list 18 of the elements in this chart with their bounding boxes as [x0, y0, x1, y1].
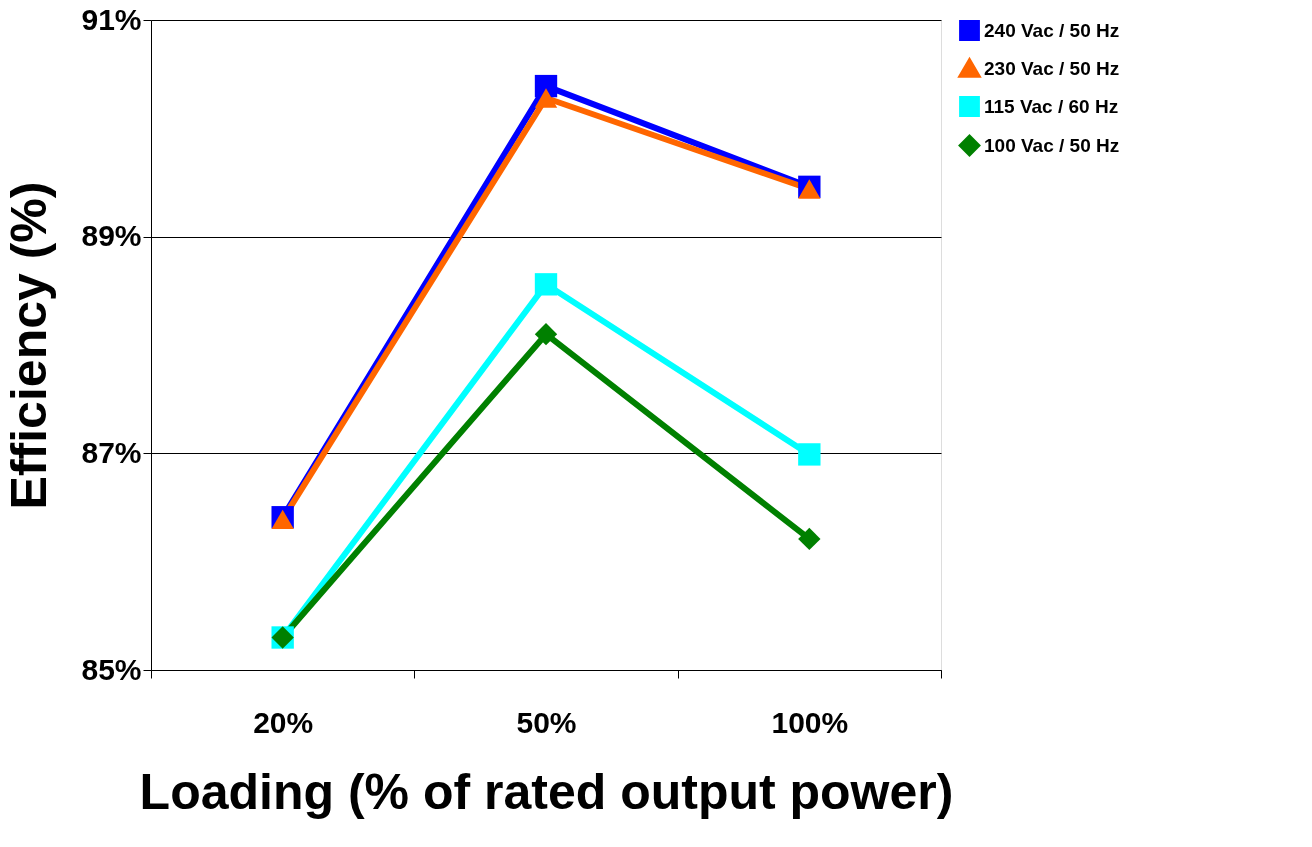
point [534, 322, 558, 346]
legend-label: 100 Vac / 50 Hz [984, 134, 1120, 156]
y-tick-label: 91% [81, 2, 142, 36]
y-tick-label: 89% [81, 219, 142, 253]
y-axis-title: Efficiency (%) [1, 181, 58, 510]
y-tick-label: 87% [81, 435, 142, 469]
point [798, 443, 821, 466]
y-tick-label: 85% [81, 652, 142, 686]
legend-label: 240 Vac / 50 Hz [984, 19, 1120, 41]
legend-label: 115 Vac / 60 Hz [984, 95, 1119, 117]
x-tick-label: 20% [253, 705, 314, 739]
point [534, 273, 558, 296]
x-tick-label: 100% [771, 705, 849, 739]
x-axis-title: Loading (% of rated output power) [139, 763, 954, 820]
point [534, 88, 558, 108]
legend-label: 230 Vac / 50 Hz [984, 57, 1120, 79]
point [798, 527, 821, 551]
x-tick-label: 50% [516, 705, 577, 739]
